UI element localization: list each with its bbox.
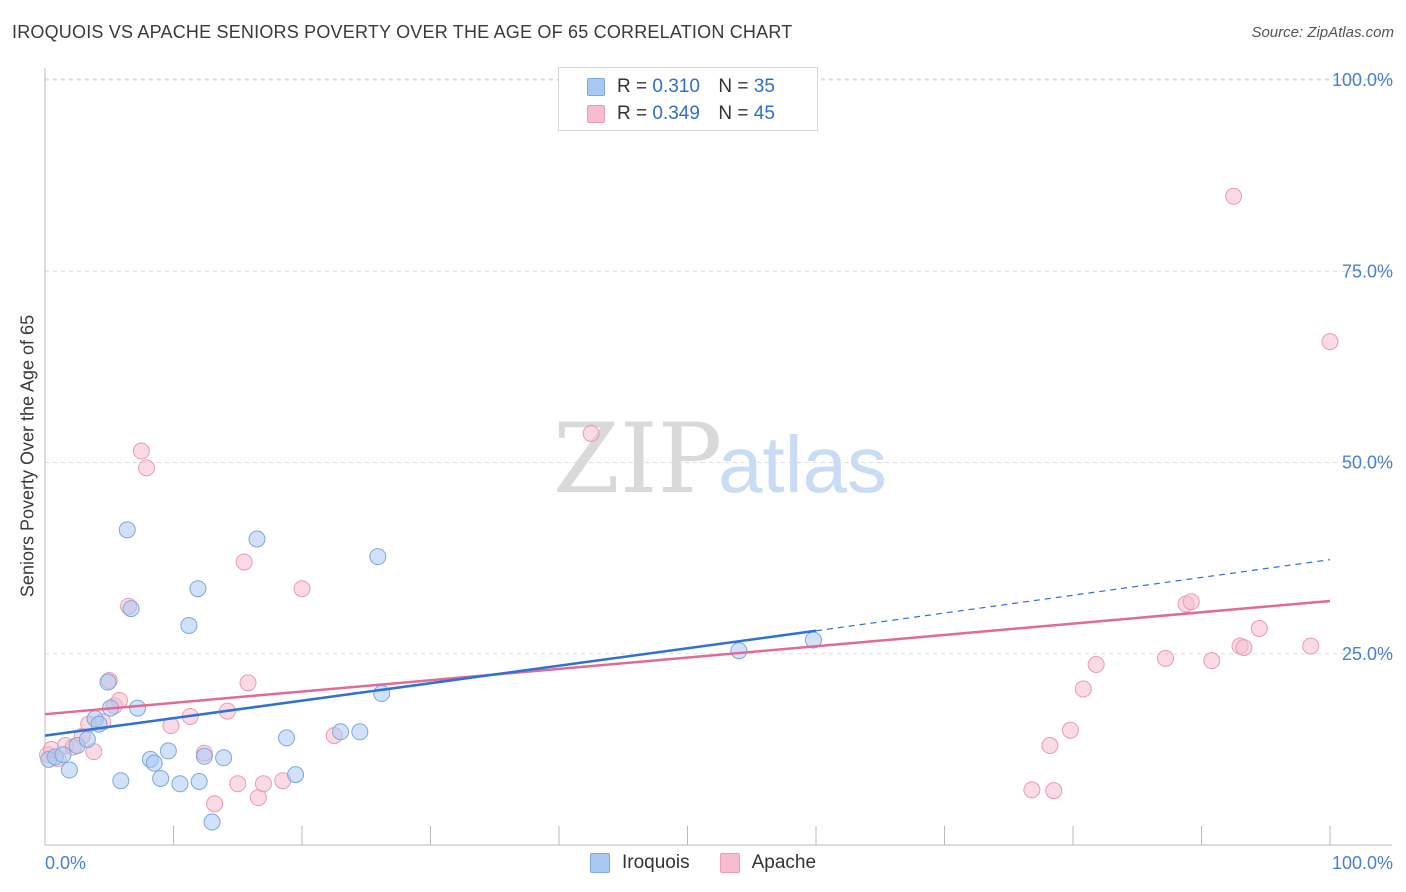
iroquois-point — [145, 754, 163, 772]
legend-label-apache: Apache — [751, 852, 817, 873]
legend-row-iroquois: R = 0.310 N = 35 — [559, 74, 775, 100]
y-tick-label: 25.0% — [1342, 644, 1393, 664]
legend-item-apache[interactable]: Apache — [719, 852, 817, 874]
apache-point — [239, 674, 257, 692]
y-tick-label: 75.0% — [1342, 261, 1393, 281]
x-tick-label: 100.0% — [1332, 853, 1393, 873]
iroquois-point — [118, 521, 136, 539]
apache-point — [132, 442, 150, 460]
iroquois-point — [278, 729, 296, 747]
legend-item-iroquois[interactable]: Iroquois — [589, 852, 690, 874]
iroquois-point — [60, 761, 78, 779]
iroquois-point — [152, 769, 170, 787]
iroquois-point — [122, 600, 140, 618]
iroquois-point — [171, 775, 189, 793]
y-tick-label: 100.0% — [1332, 70, 1393, 90]
iroquois-point — [195, 747, 213, 765]
n-value: 45 — [753, 103, 775, 124]
source-label: Source: ZipAtlas.com — [1251, 24, 1394, 41]
apache-point — [229, 775, 247, 793]
apache-point — [1225, 187, 1243, 205]
correlation-legend: R = 0.310 N = 35 R = 0.349 N = 45 — [558, 67, 818, 131]
apache-point — [1061, 721, 1079, 739]
n-label: N = — [718, 76, 749, 97]
iroquois-point — [287, 766, 305, 784]
iroquois-point — [189, 580, 207, 598]
apache-point — [254, 775, 272, 793]
iroquois-point — [215, 749, 233, 767]
iroquois-trend-extension — [815, 559, 1331, 632]
iroquois-trend-line — [44, 629, 817, 737]
iroquois-point — [99, 673, 117, 691]
apache-point — [1235, 639, 1253, 657]
apache-point — [1087, 655, 1105, 673]
legend-label-iroquois: Iroquois — [621, 852, 690, 873]
iroquois-point — [369, 548, 387, 566]
apache-point — [293, 580, 311, 598]
r-label: R = — [617, 76, 648, 97]
series-legend: Iroquois Apache — [0, 852, 1406, 874]
iroquois-point — [78, 730, 96, 748]
chart-title: IROQUOIS VS APACHE SENIORS POVERTY OVER … — [12, 22, 793, 42]
apache-swatch — [719, 853, 740, 873]
y-tick-label: 50.0% — [1342, 453, 1393, 473]
iroquois-swatch — [589, 853, 610, 873]
apache-point — [582, 424, 600, 442]
iroquois-point — [730, 642, 748, 660]
n-value: 35 — [753, 76, 775, 97]
iroquois-swatch — [587, 78, 605, 96]
apache-point — [1074, 680, 1092, 698]
r-label: R = — [617, 103, 648, 124]
apache-point — [1203, 652, 1221, 670]
y-tick-labels: 25.0% 50.0% 75.0% 100.0% — [1332, 70, 1393, 664]
r-value: 0.310 — [652, 76, 700, 97]
x-tick-labels: 0.0% 100.0% — [45, 853, 1393, 873]
r-value: 0.349 — [652, 103, 700, 124]
iroquois-point — [54, 746, 72, 764]
iroquois-point — [129, 699, 147, 717]
watermark-zip: ZIP — [553, 403, 722, 515]
apache-point — [138, 459, 156, 477]
iroquois-point — [180, 616, 198, 634]
watermark-atlas: atlas — [718, 420, 887, 509]
x-tick-label: 0.0% — [45, 853, 86, 873]
apache-trend-line — [44, 599, 1331, 716]
iroquois-points — [40, 521, 822, 831]
apache-point — [1041, 737, 1059, 755]
iroquois-point — [332, 723, 350, 741]
apache-point — [1023, 781, 1041, 799]
iroquois-point — [203, 813, 221, 831]
apache-point — [1182, 593, 1200, 611]
iroquois-point — [159, 742, 177, 760]
apache-swatch — [587, 105, 605, 123]
apache-point — [1045, 782, 1063, 800]
n-label: N = — [718, 103, 749, 124]
apache-point — [1302, 637, 1320, 655]
apache-point — [1157, 649, 1175, 667]
apache-point — [235, 553, 253, 571]
legend-row-apache: R = 0.349 N = 45 — [559, 101, 775, 127]
axes — [44, 68, 1392, 846]
apache-point — [1250, 620, 1268, 638]
apache-point — [1321, 333, 1339, 351]
iroquois-point — [190, 773, 208, 791]
apache-point — [206, 795, 224, 813]
iroquois-point — [351, 723, 369, 741]
iroquois-point — [112, 772, 130, 790]
iroquois-point — [248, 530, 266, 548]
watermark: ZIP atlas — [553, 403, 887, 515]
trend-lines — [44, 559, 1331, 737]
